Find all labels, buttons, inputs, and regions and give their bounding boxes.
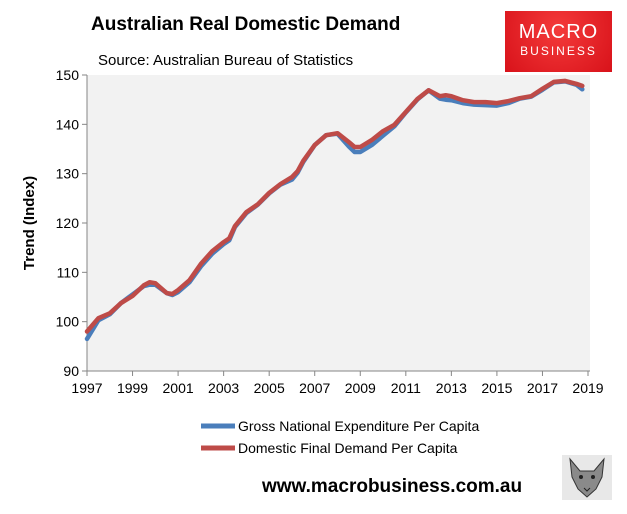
chart-subtitle: Source: Australian Bureau of Statistics <box>98 52 354 69</box>
chart-title: Australian Real Domestic Demand <box>91 14 401 35</box>
series-line-1 <box>84 78 585 334</box>
plot-area <box>87 75 590 371</box>
x-tick-label: 2015 <box>481 380 512 396</box>
x-tick-label: 2013 <box>436 380 467 396</box>
logo-line2: BUSINESS <box>520 44 597 58</box>
legend: Gross National Expenditure Per Capita Do… <box>201 418 479 456</box>
x-tick-label: 2019 <box>572 380 603 396</box>
y-tick-label: 100 <box>56 314 80 330</box>
y-tick-label: 150 <box>56 67 80 83</box>
x-tick-label: 2009 <box>345 380 376 396</box>
y-tick-label: 130 <box>56 166 80 182</box>
x-tick-label: 2011 <box>391 380 421 396</box>
x-tick-label: 2007 <box>299 380 330 396</box>
y-tick-label: 110 <box>57 264 80 280</box>
wolf-logo-icon <box>562 455 612 500</box>
y-tick-label: 140 <box>56 116 80 132</box>
x-tick-label: 2003 <box>208 380 239 396</box>
legend-label-gne: Gross National Expenditure Per Capita <box>238 418 479 434</box>
y-tick-label: 120 <box>56 215 80 231</box>
x-tick-label: 2017 <box>527 380 558 396</box>
footer-url: www.macrobusiness.com.au <box>262 476 523 497</box>
x-tick-label: 1997 <box>71 380 102 396</box>
logo-line1: MACRO <box>518 21 599 43</box>
macrobusiness-logo: MACRO BUSINESS <box>505 11 612 72</box>
y-tick-label: 90 <box>63 363 79 379</box>
y-axis-label: Trend (Index) <box>21 176 38 270</box>
legend-label-dfd: Domestic Final Demand Per Capita <box>238 440 458 456</box>
x-tick-label: 1999 <box>117 380 148 396</box>
x-tick-label: 2001 <box>163 380 194 396</box>
x-tick-label: 2005 <box>254 380 285 396</box>
